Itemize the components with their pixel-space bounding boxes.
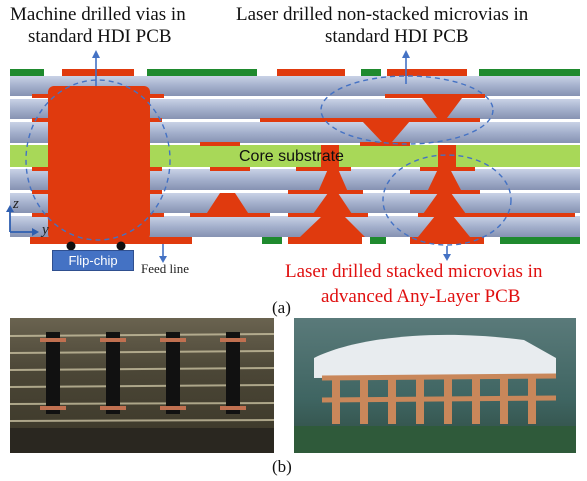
- machine-vias-label-line1: Machine drilled vias in: [10, 4, 186, 25]
- axis-y-label: y: [42, 222, 49, 238]
- pcb-cross-section: [6, 50, 580, 263]
- machine-vias-label-line2: standard HDI PCB: [28, 26, 172, 47]
- core-substrate: [10, 145, 580, 167]
- laser-stacked-label-line2: advanced Any-Layer PCB: [321, 286, 521, 307]
- top-surface-pads: [10, 69, 580, 76]
- core-microvias: [321, 145, 456, 167]
- axis-arrows: [6, 205, 39, 236]
- laser-stacked-label-line1: Laser drilled stacked microvias in: [285, 261, 543, 282]
- photo-cross-section-left: [10, 318, 274, 453]
- machine-drilled-via: [48, 86, 150, 240]
- feed-line-label: Feed line: [141, 261, 190, 276]
- photo-cross-section-right: [294, 318, 576, 453]
- annotation-arrows: [92, 50, 451, 263]
- non-stacked-microvias: [362, 98, 462, 142]
- annotation-ellipses: [25, 75, 512, 246]
- solder-bump: [66, 241, 76, 251]
- core-substrate-label: Core substrate: [239, 148, 344, 165]
- axis-z-label: z: [13, 196, 19, 212]
- flip-chip-box: Flip-chip: [52, 250, 134, 271]
- laser-nonstacked-label-line1: Laser drilled non-stacked microvias in: [236, 4, 529, 25]
- panel-a-label: (a): [272, 298, 291, 317]
- solder-bump: [116, 241, 126, 251]
- panel-b-label: (b): [272, 457, 292, 476]
- bottom-surface-pads: [30, 237, 580, 244]
- stacked-microvias: [205, 169, 470, 237]
- laser-nonstacked-label-line2: standard HDI PCB: [325, 26, 469, 47]
